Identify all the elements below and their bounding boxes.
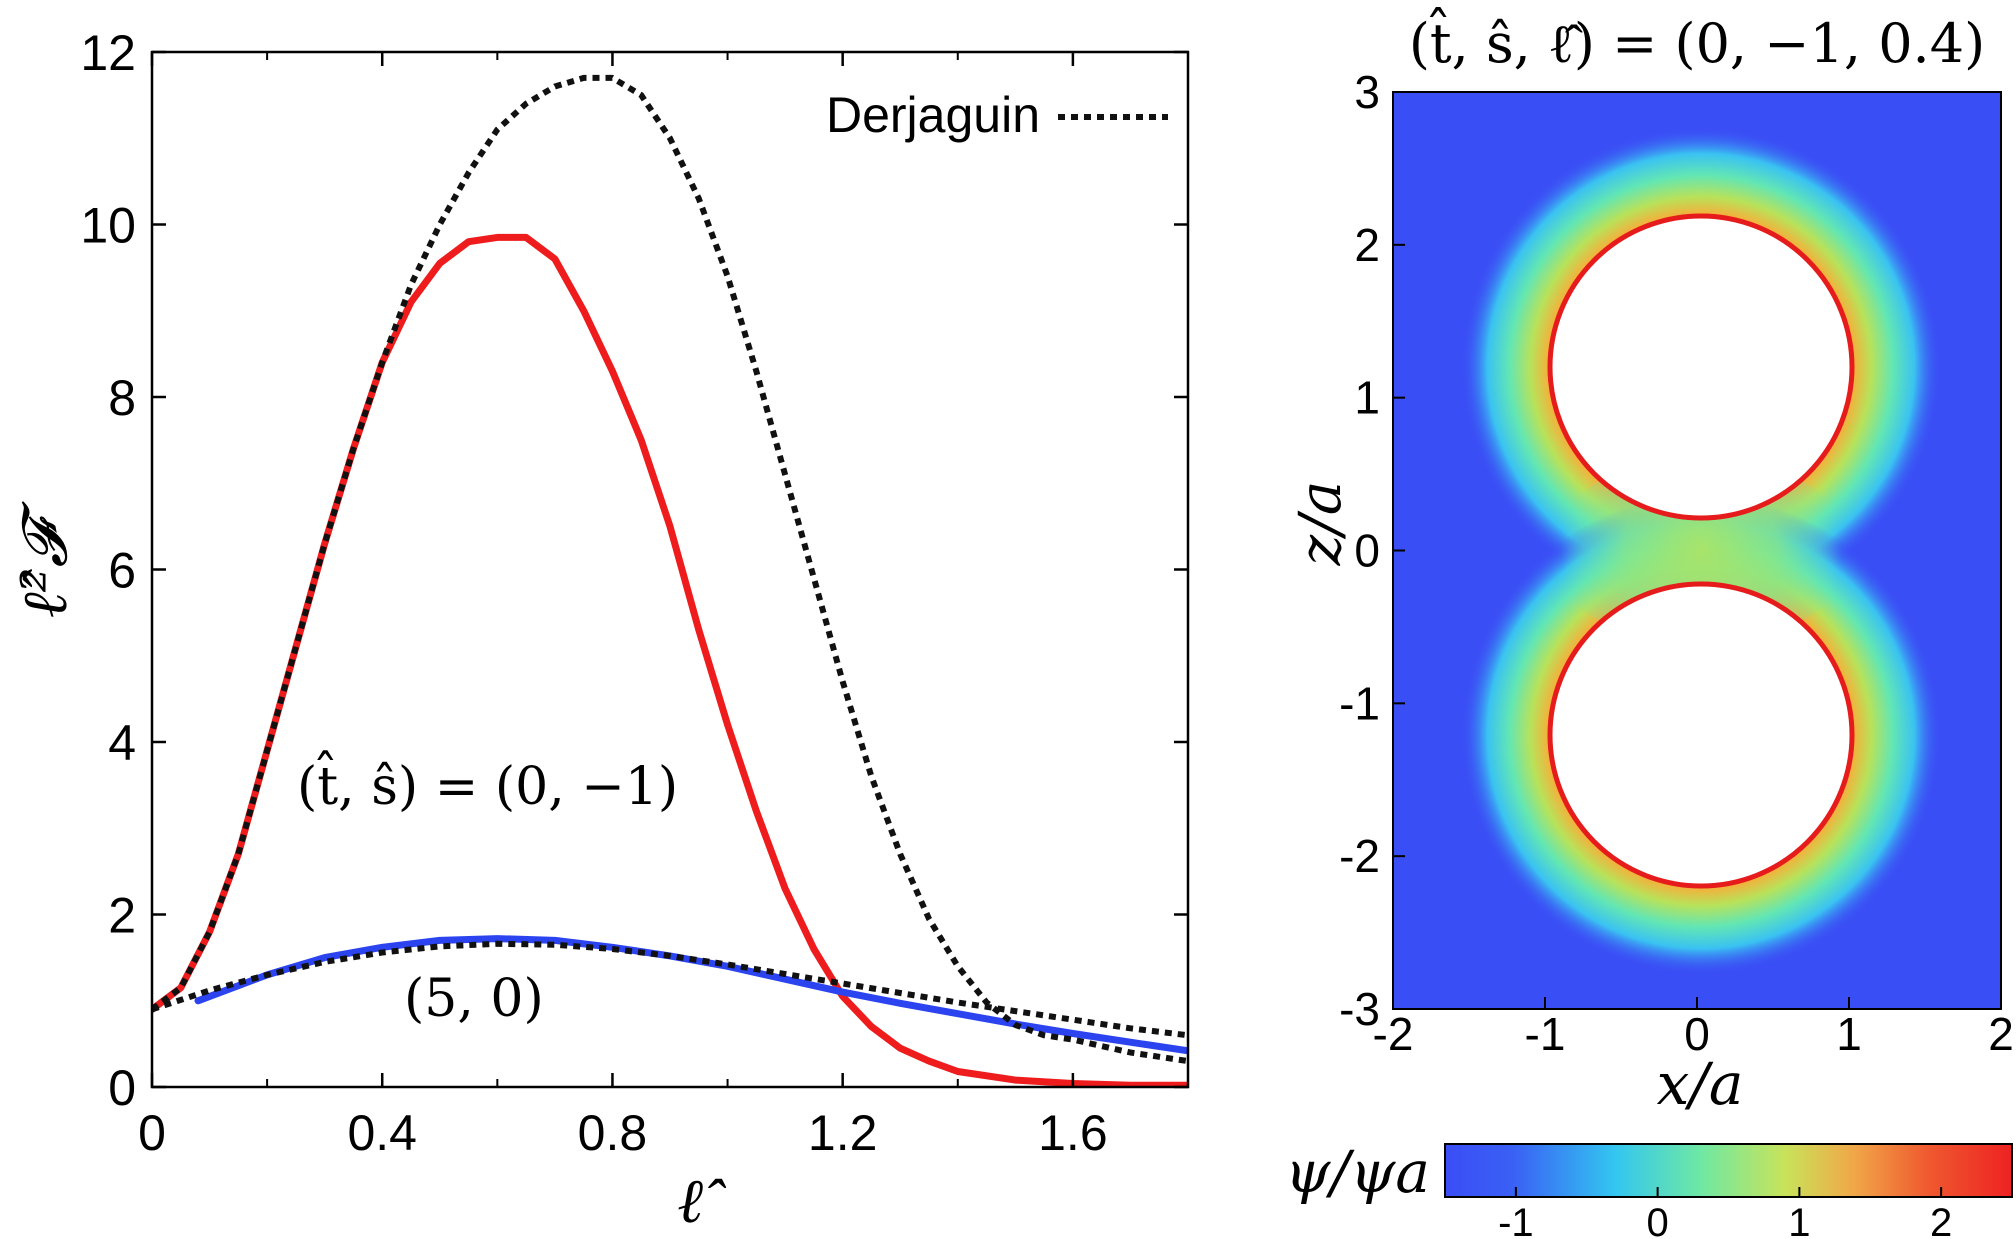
series-line-blue [194, 935, 1188, 1055]
x-tick-label: 1.6 [1038, 1105, 1108, 1161]
line-chart-frame [150, 50, 1190, 1089]
x-axis-label: ℓ̂ [677, 1164, 727, 1237]
field-neck [1551, 456, 1851, 646]
x-tick-label: 0.8 [578, 1105, 648, 1161]
colorbar-tick-label: 1 [1788, 1201, 1810, 1239]
colorbar-tick-label: 0 [1647, 1201, 1669, 1239]
y-tick-label: 8 [108, 370, 136, 426]
line-chart-ticks: 0 0.4 0.8 1.2 1.6 0 2 4 6 8 10 12 [80, 25, 1189, 1161]
x-tick-label: 0.4 [347, 1105, 417, 1161]
colorbar-tick-label: 2 [1930, 1201, 1952, 1239]
x-tick-label: 1.2 [808, 1105, 878, 1161]
heatmap-x-tick-label: 2 [1988, 1008, 2014, 1060]
colorbar-tick-label: -1 [1498, 1201, 1534, 1239]
line-series-group [152, 74, 1188, 1087]
heatmap-title: (t̂, ŝ, ℓ̂) = (0, −1, 0.4) [1409, 6, 1985, 75]
annotation-blue-curve: (5, 0) [404, 969, 544, 1029]
line-chart-panel: 0 0.4 0.8 1.2 1.6 0 2 4 6 8 10 12 Derjaguin (t̂, ŝ)… [8, 25, 1190, 1237]
x-tick-label: 0 [138, 1105, 166, 1161]
y-tick-label: 12 [80, 25, 136, 81]
y-tick-label: 10 [80, 198, 136, 254]
heatmap-y-tick-label: 2 [1354, 219, 1380, 271]
y-tick-label: 0 [108, 1060, 136, 1116]
annotation-red-curve: (t̂, ŝ) = (0, −1) [297, 751, 678, 817]
particle-bottom [1547, 581, 1855, 889]
heatmap-x-tick-label: -2 [1373, 1008, 1414, 1060]
colorbar-ticks: -1 0 1 2 [1498, 1187, 1952, 1239]
heatmap-x-tick-label: 1 [1836, 1008, 1862, 1060]
heatmap-y-tick-label: 1 [1354, 372, 1380, 424]
heatmap-x-axis-label: x/a [1657, 1050, 1744, 1118]
series-line-derjaguin-3 [152, 940, 1188, 1039]
heatmap-y-tick-label: 3 [1354, 66, 1380, 118]
y-tick-label: 6 [108, 543, 136, 599]
legend-label-derjaguin: Derjaguin [826, 87, 1040, 143]
heatmap-image [1393, 92, 2001, 1009]
heatmap-y-axis-label: z/a [1286, 481, 1354, 567]
heatmap-x-tick-label: -1 [1525, 1008, 1566, 1060]
y-tick-label: 4 [108, 715, 136, 771]
colorbar [1444, 1143, 2013, 1198]
particle-top [1547, 213, 1855, 521]
y-axis-label: ℓ̂²𝓕 [8, 501, 81, 619]
colorbar-label: ψ/ψa [1285, 1138, 1430, 1206]
heatmap-y-tick-label: -2 [1339, 830, 1380, 882]
y-tick-label: 2 [108, 888, 136, 944]
heatmap-y-tick-label: 0 [1354, 525, 1380, 577]
heatmap-y-tick-label: -3 [1339, 983, 1380, 1035]
series-line-derjaguin-2 [152, 74, 1188, 1065]
heatmap-y-tick-label: -1 [1339, 677, 1380, 729]
heatmap-x-tick-label: 0 [1684, 1008, 1710, 1060]
